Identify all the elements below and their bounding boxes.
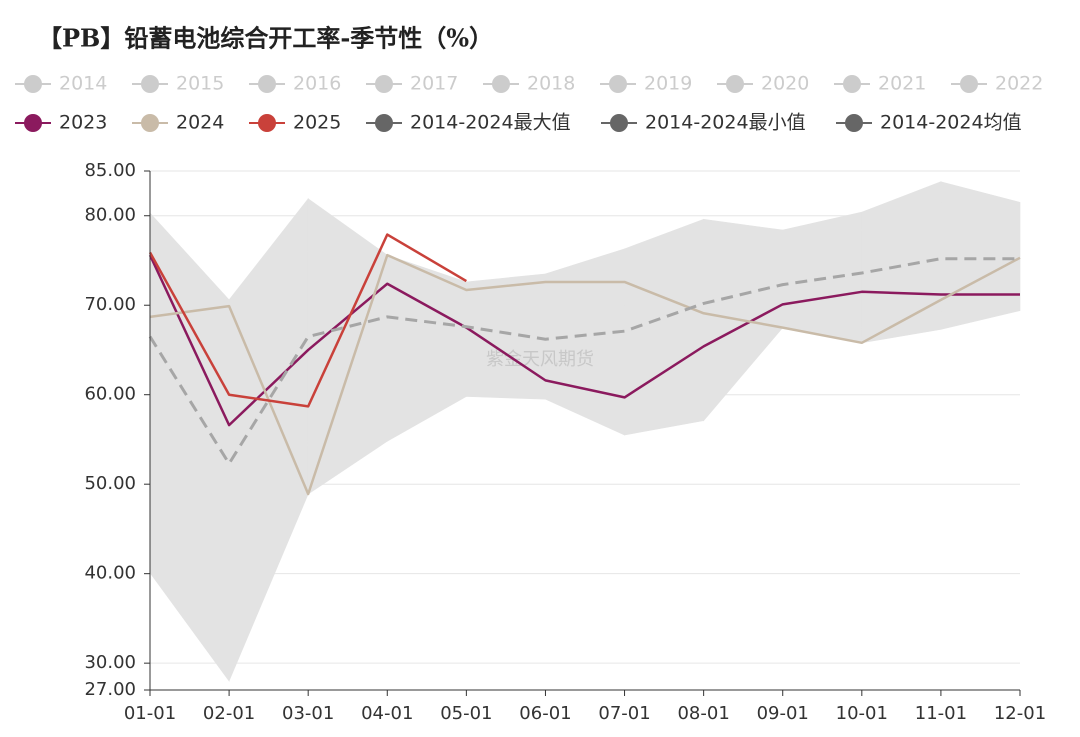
legend-marker	[845, 114, 863, 132]
legend-label: 2014-2024最小值	[645, 112, 806, 134]
y-tick-label: 30.00	[84, 652, 136, 673]
y-tick-label: 50.00	[84, 473, 136, 494]
legend-marker	[609, 75, 627, 93]
legend-marker	[24, 75, 42, 93]
x-tick-label: 01-01	[124, 703, 176, 724]
legend-marker	[843, 75, 861, 93]
legend-item: 2021	[834, 73, 926, 95]
watermark: 紫金天风期货	[486, 349, 594, 370]
legend-item: 2018	[483, 73, 575, 95]
legend-marker	[726, 75, 744, 93]
legend-label: 2023	[59, 112, 107, 134]
y-tick-label: 27.00	[84, 679, 136, 700]
x-tick-label: 08-01	[677, 703, 729, 724]
legend-item: 2015	[132, 73, 224, 95]
legend-marker	[375, 114, 393, 132]
range-band	[386, 254, 467, 442]
legend-item: 2024	[132, 112, 224, 134]
range-band	[307, 198, 388, 495]
y-tick-label: 70.00	[84, 294, 136, 315]
x-tick-label: 06-01	[519, 703, 571, 724]
x-tick-label: 05-01	[440, 703, 492, 724]
legend-item: 2025	[249, 112, 341, 134]
legend-label: 2018	[527, 73, 575, 95]
legend-label: 2022	[995, 73, 1043, 95]
legend-label: 2019	[644, 73, 692, 95]
legend-item: 2017	[366, 73, 458, 95]
x-tick-label: 03-01	[282, 703, 334, 724]
series-line	[149, 253, 1021, 496]
legend-marker	[141, 114, 159, 132]
legend-item: 2014-2024均值	[836, 112, 1022, 134]
legend-label: 2025	[293, 112, 341, 134]
y-tick-label: 80.00	[84, 205, 136, 226]
y-tick-label: 85.00	[84, 160, 136, 181]
x-tick-label: 12-01	[994, 703, 1046, 724]
legend-label: 2014	[59, 73, 107, 95]
legend-marker	[610, 114, 628, 132]
x-tick-label: 02-01	[203, 703, 255, 724]
x-tick-label: 10-01	[836, 703, 888, 724]
y-tick-label: 40.00	[84, 563, 136, 584]
legend-label: 2015	[176, 73, 224, 95]
y-tick-label: 60.00	[84, 384, 136, 405]
legend-label: 2017	[410, 73, 458, 95]
legend-item: 2014-2024最大值	[366, 112, 571, 134]
legend-label: 2024	[176, 112, 224, 134]
x-tick-label: 04-01	[361, 703, 413, 724]
chart-title: 【PB】铅蓄电池综合开工率-季节性（%）	[38, 24, 493, 53]
legend-item: 2020	[717, 73, 809, 95]
x-tick-label: 09-01	[757, 703, 809, 724]
legend-item: 2022	[951, 73, 1043, 95]
legend-marker	[375, 75, 393, 93]
legend-marker	[24, 114, 42, 132]
range-band	[545, 248, 625, 436]
legend-label: 2014-2024均值	[880, 112, 1022, 134]
x-tick-label: 11-01	[915, 703, 967, 724]
legend-label: 2021	[878, 73, 926, 95]
legend-item: 2014-2024最小值	[601, 112, 806, 134]
legend-item: 2023	[15, 112, 107, 134]
legend-marker	[141, 75, 159, 93]
legend-item: 2014	[15, 73, 107, 95]
legend-label: 2020	[761, 73, 809, 95]
series-line	[148, 233, 467, 408]
legend-label: 2016	[293, 73, 341, 95]
legend-label: 2014-2024最大值	[410, 112, 571, 134]
legend-marker	[258, 114, 276, 132]
x-tick-label: 07-01	[598, 703, 650, 724]
legend-item: 2019	[600, 73, 692, 95]
legend-item: 2016	[249, 73, 341, 95]
legend-marker	[492, 75, 510, 93]
range-band	[228, 197, 309, 682]
legend-marker	[258, 75, 276, 93]
legend-marker	[960, 75, 978, 93]
series-line	[148, 257, 1020, 466]
series-line	[148, 254, 1020, 427]
range-band	[940, 181, 1021, 330]
